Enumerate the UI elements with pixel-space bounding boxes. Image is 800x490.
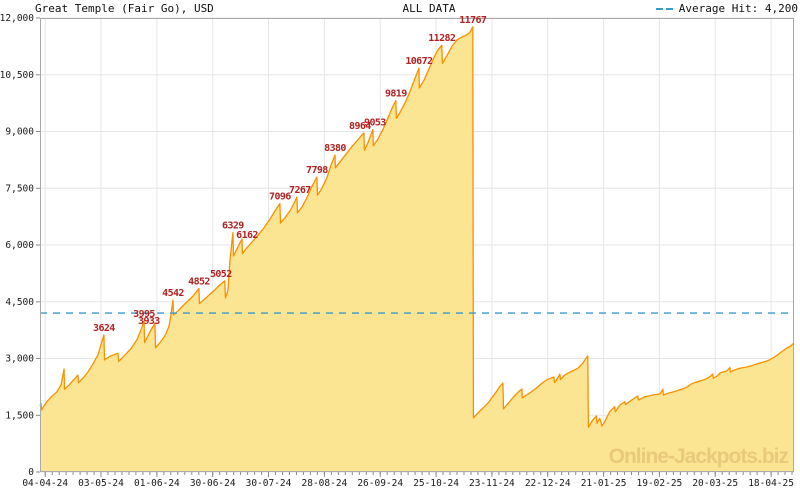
x-axis-label: 21-01-25 — [581, 478, 627, 489]
hit-value-label: 6329 — [222, 221, 244, 232]
x-axis-label: 18-04-25 — [748, 478, 794, 489]
x-axis-label: 01-06-24 — [134, 478, 180, 489]
y-axis-label: 6,000 — [5, 240, 34, 251]
x-axis-label: 25-10-24 — [413, 478, 459, 489]
jackpot-line — [39, 26, 795, 428]
x-axis-label: 22-12-24 — [525, 478, 571, 489]
x-axis-label: 30-06-24 — [190, 478, 236, 489]
y-axis-label: 3,000 — [5, 354, 34, 365]
hit-value-label: 9053 — [364, 118, 386, 129]
jackpot-area — [40, 26, 794, 473]
x-axis-label: 30-07-24 — [246, 478, 292, 489]
y-axis-label: 9,000 — [5, 127, 34, 138]
average-hit-legend: Average Hit: 4,200 — [655, 2, 798, 15]
hit-value-label: 3624 — [93, 323, 115, 334]
chart-title: Great Temple (Fair Go), USD — [35, 2, 214, 15]
watermark: Online-Jackpots.biz — [609, 445, 789, 468]
hit-value-label: 7096 — [269, 192, 291, 203]
hit-value-label: 3933 — [138, 316, 160, 327]
hit-value-label: 4542 — [162, 288, 184, 299]
y-axis-label: 1,500 — [5, 410, 34, 421]
x-axis-label: 03-05-24 — [78, 478, 124, 489]
hit-value-label: 8964 — [349, 121, 371, 132]
x-axis-label: 26-09-24 — [357, 478, 403, 489]
hit-value-label: 11282 — [428, 33, 456, 44]
hit-value-label: 9819 — [385, 89, 407, 100]
y-axis-label: 4,500 — [5, 297, 34, 308]
hit-value-label: 7798 — [306, 165, 328, 176]
x-axis-label: 20-03-25 — [692, 478, 738, 489]
y-axis-label: 7,500 — [5, 183, 34, 194]
hit-value-label: 4852 — [188, 276, 210, 287]
x-axis-label: 04-04-24 — [22, 478, 68, 489]
average-hit-label: Average Hit: 4,200 — [678, 2, 798, 15]
x-axis-label: 23-11-24 — [469, 478, 515, 489]
hit-value-label: 8380 — [324, 143, 346, 154]
x-axis-label: 28-08-24 — [302, 478, 348, 489]
dashed-line-icon — [655, 7, 676, 10]
hit-value-label: 3995 — [133, 309, 155, 320]
hit-value-label: 11767 — [459, 15, 487, 26]
hit-value-label: 6162 — [236, 230, 258, 241]
hit-value-label: 7267 — [289, 185, 311, 196]
hit-value-label: 5052 — [210, 269, 232, 280]
y-axis-label: 0 — [28, 467, 34, 478]
plot-border — [40, 18, 794, 472]
x-axis-label: 19-02-25 — [637, 478, 683, 489]
hit-value-label: 10672 — [405, 56, 433, 67]
y-axis-label: 10,500 — [0, 70, 34, 81]
y-axis-label: 12,000 — [0, 13, 34, 24]
